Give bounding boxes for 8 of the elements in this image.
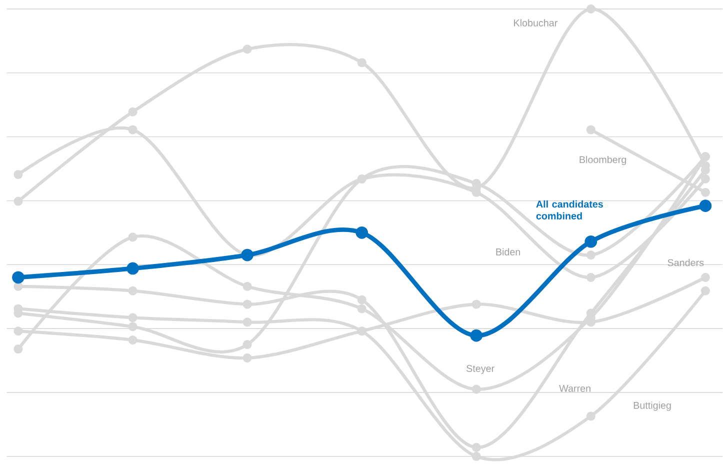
series-label: Bloomberg: [580, 156, 626, 166]
series-label: Biden: [496, 248, 520, 256]
series-label: Buttigieg: [634, 402, 671, 411]
series-label: Sanders: [668, 258, 704, 266]
series-label: Warren: [559, 385, 590, 392]
series-label: Klobuchar: [514, 19, 558, 26]
series-label: Steyer: [466, 365, 494, 374]
series-label: All candidates combined: [536, 200, 603, 220]
